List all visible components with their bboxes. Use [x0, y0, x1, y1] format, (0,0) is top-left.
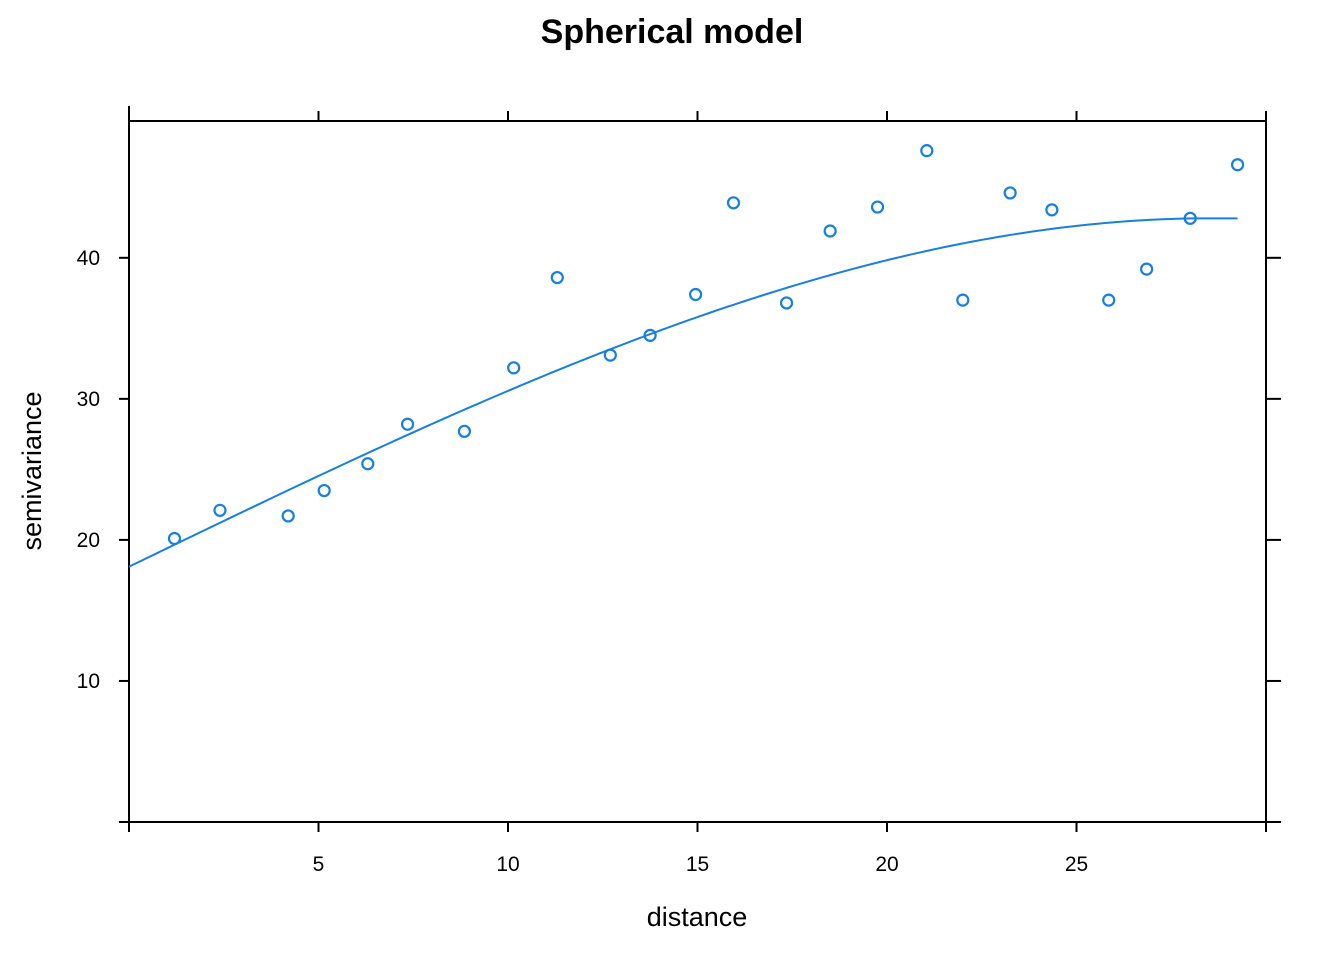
data-point: [317, 483, 331, 498]
x-tick-label: 20: [875, 853, 898, 876]
fitted-model-curve: [128, 217, 1238, 568]
chart-title: Spherical model: [541, 13, 804, 51]
data-point: [779, 296, 794, 310]
data-point: [603, 348, 617, 362]
y-tick-label: 30: [77, 388, 100, 411]
x-axis-label: distance: [647, 902, 748, 932]
data-point: [956, 293, 970, 307]
data-point: [643, 328, 657, 342]
data-point: [689, 287, 703, 302]
y-tick-label: 20: [77, 529, 100, 552]
y-axis-right: [1266, 256, 1281, 823]
x-tick-label: 25: [1065, 853, 1088, 876]
data-point: [1003, 186, 1017, 200]
data-point: [281, 509, 295, 523]
data-point: [870, 200, 885, 214]
y-tick-label: 10: [77, 670, 100, 693]
data-point: [1140, 262, 1154, 276]
data-points: [167, 144, 1245, 546]
data-point: [361, 457, 375, 471]
data-point: [726, 196, 741, 210]
data-point: [550, 270, 564, 285]
x-tick-label: 15: [686, 853, 709, 876]
x-tick-label: 5: [313, 853, 325, 876]
data-point: [1230, 158, 1245, 172]
data-point: [1045, 203, 1059, 217]
data-point: [1183, 211, 1197, 225]
data-point: [167, 531, 182, 546]
y-axis-label: semivariance: [17, 391, 47, 550]
y-tick-label: 40: [77, 247, 100, 270]
data-point: [1102, 293, 1116, 307]
data-point: [457, 424, 472, 438]
x-axis-top: [128, 111, 1267, 121]
data-point: [400, 417, 415, 431]
y-axis-left: 10 20 30 40: [77, 106, 130, 823]
x-axis-bottom: 5 10 15 20 25: [128, 821, 1281, 876]
data-point: [823, 224, 837, 238]
data-point: [920, 144, 934, 158]
plot-frame: [128, 120, 1267, 823]
x-tick-label: 10: [496, 853, 519, 876]
data-point: [213, 503, 227, 517]
data-point: [507, 361, 521, 375]
